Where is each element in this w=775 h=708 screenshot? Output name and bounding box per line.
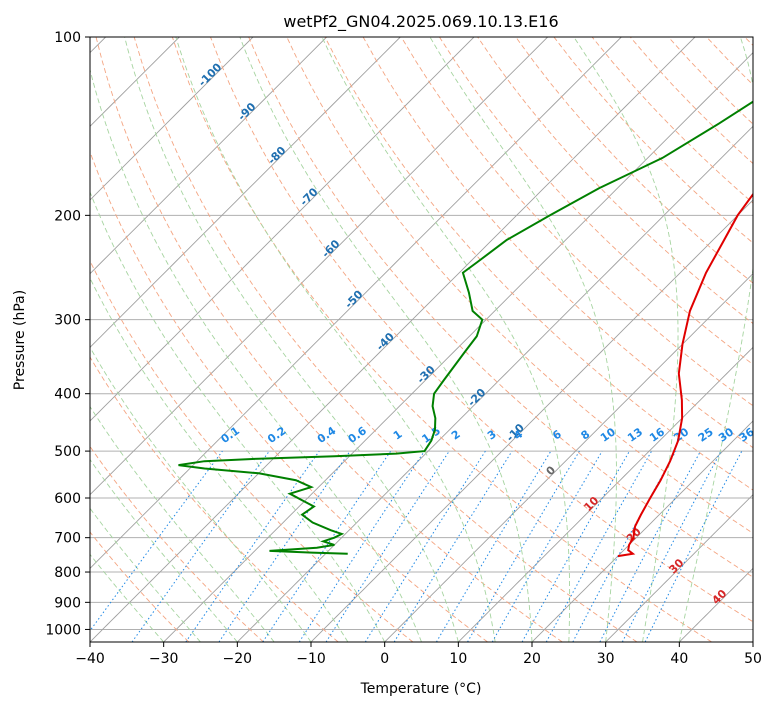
dry-adiabat-line <box>90 356 339 642</box>
y-tick-label: 900 <box>54 595 81 611</box>
profile-lines <box>178 100 753 558</box>
plot-frame <box>89 36 754 643</box>
y-tick-label: 700 <box>54 531 81 547</box>
dry-adiabat-line <box>400 37 753 407</box>
mixing-ratio-line <box>393 450 513 642</box>
dry-adiabat-line <box>90 531 190 642</box>
dry-adiabat-line <box>248 37 753 578</box>
plot-background <box>90 37 753 642</box>
moist-adiabat-line <box>175 37 496 642</box>
isotherm-line <box>531 420 753 642</box>
dry-adiabat-line <box>515 37 753 284</box>
mixing-ratio-line <box>545 450 653 642</box>
isotherm-line <box>90 37 548 496</box>
x-axis: −40 −30 −20 −10 0 10 20 30 40 50 <box>75 642 762 667</box>
moist-adiabat-line <box>573 37 679 642</box>
dry-adiabat-line <box>439 37 753 365</box>
isotherm-line <box>679 567 753 642</box>
y-tick-label: 500 <box>54 444 81 460</box>
x-tick-label: −10 <box>296 651 326 667</box>
mixing-ratio-line <box>298 450 425 642</box>
dry-adiabat-line <box>171 37 712 642</box>
x-tick-label: 10 <box>449 651 467 667</box>
isotherm-line <box>458 346 753 642</box>
moist-adiabat-line <box>321 37 571 642</box>
mixing-ratio-line <box>521 450 630 642</box>
x-tick-label: 30 <box>597 651 615 667</box>
dry-adiabat-line <box>95 37 563 642</box>
y-tick-label: 200 <box>54 208 81 224</box>
dry-adiabat-line <box>133 37 638 642</box>
moist-adiabat-line <box>90 190 386 642</box>
isotherm-line <box>384 273 753 642</box>
dry-adiabat-line <box>210 37 753 623</box>
isotherm-line <box>90 37 401 348</box>
chart-title: wetPf2_GN04.2025.069.10.13.E16 <box>283 12 558 32</box>
y-tick-label: 400 <box>54 387 81 403</box>
y-axis: 100 200 300 400 500 600 700 800 900 1000 <box>45 30 90 638</box>
mixing-ratio-line <box>644 450 743 642</box>
dry-adiabat-line <box>324 37 753 491</box>
isotherm-line <box>163 52 753 642</box>
dry-adiabat-line <box>90 445 264 642</box>
moist-adiabat-line <box>90 405 275 642</box>
isotherm-line <box>90 37 622 569</box>
x-tick-label: 20 <box>523 651 541 667</box>
x-tick-label: −40 <box>75 651 105 667</box>
x-tick-label: 40 <box>670 651 688 667</box>
moist-adiabat-line <box>239 37 533 642</box>
mixing-ratio-line <box>572 450 677 642</box>
x-tick-label: 50 <box>744 651 762 667</box>
mixing-ratio-line <box>185 450 320 642</box>
dewpoint-profile <box>178 100 753 555</box>
moist-adiabat-line <box>429 37 617 642</box>
moist-adiabat-line <box>90 346 312 642</box>
x-tick-label: 0 <box>380 651 389 667</box>
moist-adiabat-line <box>90 67 422 642</box>
mixing-ratio-line <box>218 450 351 642</box>
x-tick-label: −20 <box>223 651 253 667</box>
background-lines <box>90 37 753 642</box>
x-axis-title: Temperature (°C) <box>360 681 482 697</box>
y-tick-label: 100 <box>54 30 81 46</box>
y-axis-title: Pressure (hPa) <box>12 290 28 390</box>
y-tick-label: 1000 <box>45 622 81 638</box>
isotherm-line <box>310 199 753 642</box>
moist-adiabat-line <box>90 277 349 642</box>
moist-adiabat-line <box>678 37 753 642</box>
moist-adiabat-line <box>90 458 238 642</box>
isotherm-line <box>752 641 753 642</box>
y-tick-label: 300 <box>54 313 81 329</box>
y-tick-label: 800 <box>54 565 81 581</box>
y-tick-label: 600 <box>54 491 81 507</box>
dry-adiabat-line <box>90 259 414 642</box>
mixing-ratio-line <box>131 450 270 642</box>
mixing-ratio-line <box>90 450 223 632</box>
temperature-profile <box>617 192 753 558</box>
mixing-ratio-line <box>325 450 450 642</box>
x-tick-label: −30 <box>149 651 179 667</box>
moist-adiabat-line <box>124 37 459 642</box>
isotherm-line <box>90 37 475 422</box>
dry-adiabat-line <box>90 150 488 642</box>
mixing-ratio-line <box>262 450 392 642</box>
